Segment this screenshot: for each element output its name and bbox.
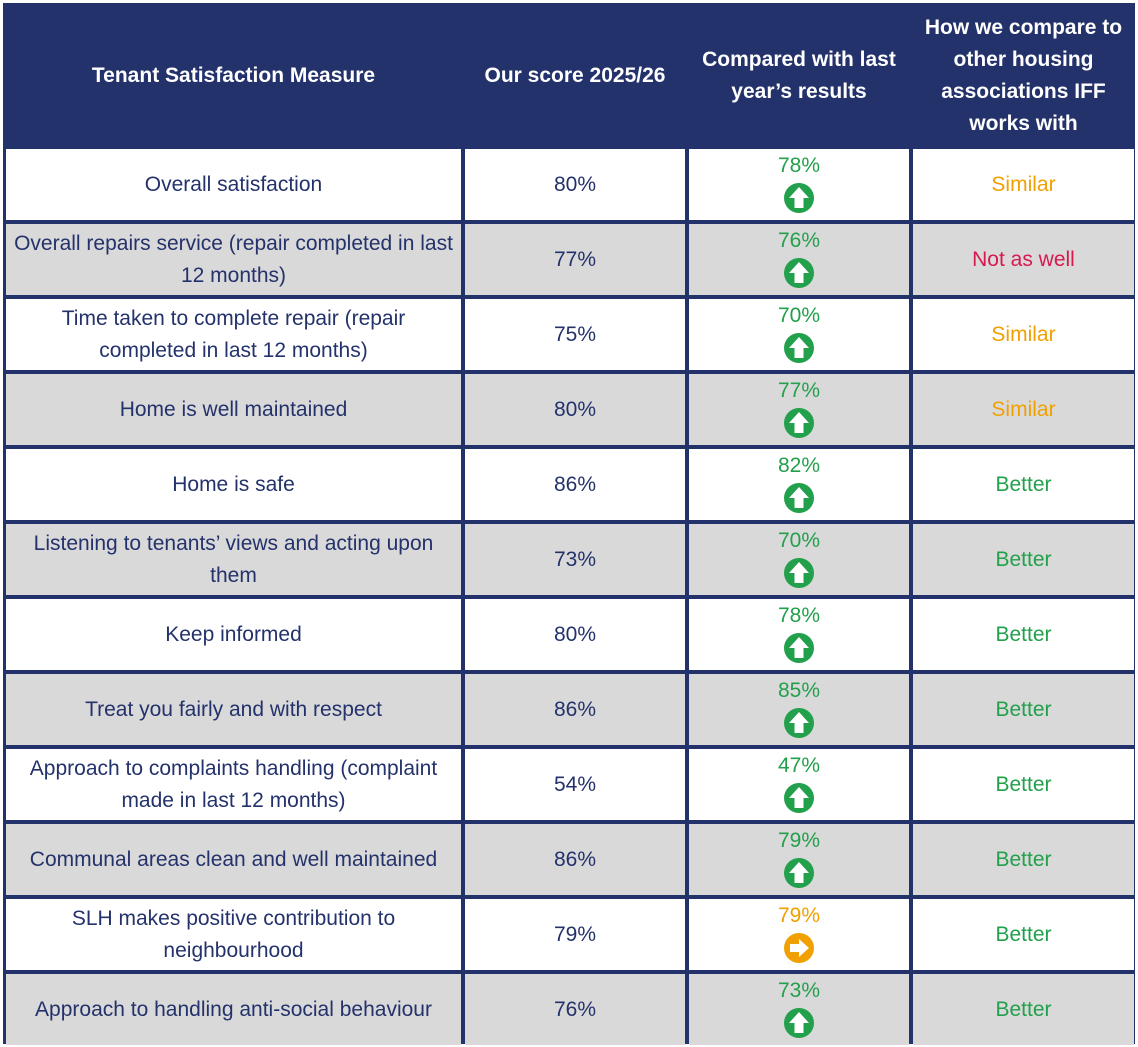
trend-cell: 47%: [689, 749, 909, 820]
score-cell: 80%: [465, 374, 685, 445]
trend-cell: 73%: [689, 974, 909, 1045]
comparison-cell: Better: [913, 599, 1134, 670]
comparison-cell: Better: [913, 674, 1134, 745]
measure-cell: Approach to complaints handling (complai…: [6, 749, 461, 820]
trend-cell: 70%: [689, 299, 909, 370]
measure-cell: Time taken to complete repair (repair co…: [6, 299, 461, 370]
score-cell: 77%: [465, 224, 685, 295]
last-year-value: 85%: [777, 679, 821, 702]
trend-cell: 79%: [689, 824, 909, 895]
last-year-value: 78%: [777, 154, 821, 177]
trend-cell: 85%: [689, 674, 909, 745]
comparison-cell: Better: [913, 899, 1134, 970]
score-cell: 79%: [465, 899, 685, 970]
trend-cell: 82%: [689, 449, 909, 520]
last-year-value: 47%: [777, 754, 821, 777]
trend-cell: 78%: [689, 599, 909, 670]
arrow-up-icon: [784, 258, 814, 288]
comparison-cell: Similar: [913, 149, 1134, 220]
comparison-cell: Better: [913, 824, 1134, 895]
arrow-up-icon: [784, 183, 814, 213]
last-year-value: 70%: [777, 304, 821, 327]
last-year-value: 70%: [777, 529, 821, 552]
trend-cell: 70%: [689, 524, 909, 595]
comparison-cell: Similar: [913, 374, 1134, 445]
last-year-value: 77%: [777, 379, 821, 402]
last-year-value: 76%: [777, 229, 821, 252]
arrow-up-icon: [784, 333, 814, 363]
arrow-up-icon: [784, 558, 814, 588]
last-year-value: 79%: [777, 904, 821, 927]
measure-cell: Home is well maintained: [6, 374, 461, 445]
comparison-cell: Not as well: [913, 224, 1134, 295]
comparison-cell: Similar: [913, 299, 1134, 370]
measure-cell: Home is safe: [6, 449, 461, 520]
measure-cell: Keep informed: [6, 599, 461, 670]
measure-cell: Overall satisfaction: [6, 149, 461, 220]
arrow-up-icon: [784, 1008, 814, 1038]
score-cell: 86%: [465, 824, 685, 895]
score-cell: 80%: [465, 149, 685, 220]
trend-cell: 76%: [689, 224, 909, 295]
comparison-cell: Better: [913, 974, 1134, 1045]
arrow-up-icon: [784, 783, 814, 813]
header-compare: How we compare to other housing associat…: [913, 6, 1134, 145]
comparison-cell: Better: [913, 524, 1134, 595]
score-cell: 80%: [465, 599, 685, 670]
score-cell: 54%: [465, 749, 685, 820]
arrow-up-icon: [784, 708, 814, 738]
comparison-cell: Better: [913, 449, 1134, 520]
measure-cell: Approach to handling anti-social behavio…: [6, 974, 461, 1045]
header-measure: Tenant Satisfaction Measure: [6, 6, 461, 145]
arrow-right-icon: [784, 933, 814, 963]
measure-cell: Listening to tenants’ views and acting u…: [6, 524, 461, 595]
arrow-up-icon: [784, 408, 814, 438]
header-score: Our score 2025/26: [465, 6, 685, 145]
trend-cell: 79%: [689, 899, 909, 970]
last-year-value: 78%: [777, 604, 821, 627]
arrow-up-icon: [784, 858, 814, 888]
score-cell: 75%: [465, 299, 685, 370]
measure-cell: SLH makes positive contribution to neigh…: [6, 899, 461, 970]
score-cell: 86%: [465, 674, 685, 745]
tenant-satisfaction-table: Tenant Satisfaction Measure Our score 20…: [3, 3, 1135, 1045]
last-year-value: 73%: [777, 979, 821, 1002]
trend-cell: 77%: [689, 374, 909, 445]
score-cell: 76%: [465, 974, 685, 1045]
score-cell: 86%: [465, 449, 685, 520]
arrow-up-icon: [784, 633, 814, 663]
score-cell: 73%: [465, 524, 685, 595]
comparison-cell: Better: [913, 749, 1134, 820]
measure-cell: Communal areas clean and well maintained: [6, 824, 461, 895]
trend-cell: 78%: [689, 149, 909, 220]
last-year-value: 79%: [777, 829, 821, 852]
header-trend: Compared with last year’s results: [689, 6, 909, 145]
measure-cell: Overall repairs service (repair complete…: [6, 224, 461, 295]
last-year-value: 82%: [777, 454, 821, 477]
measure-cell: Treat you fairly and with respect: [6, 674, 461, 745]
arrow-up-icon: [784, 483, 814, 513]
